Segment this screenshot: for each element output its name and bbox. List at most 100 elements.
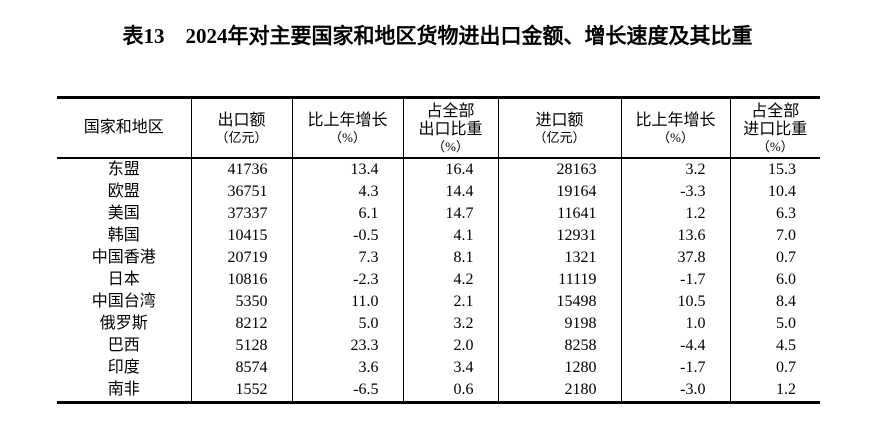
table-head: 国家和地区 出口额 （亿元） 比上年增长 （%） 占全部 出口比重 （%） 进口额 （亿元） 比上年… xyxy=(57,97,820,159)
import_share-cell: 7.0 xyxy=(729,225,820,247)
import_share-cell: 1.2 xyxy=(729,379,820,403)
import_growth-cell: 10.5 xyxy=(620,291,730,313)
column-header-import_share: 占全部 进口比重 （%） xyxy=(729,97,820,158)
import_growth-cell: 1.0 xyxy=(620,313,730,335)
import_growth-cell: -4.4 xyxy=(620,335,730,357)
import_value-cell: 12931 xyxy=(497,225,621,247)
region-cell: 南非 xyxy=(107,381,140,398)
region-cell: 中国台湾 xyxy=(91,293,156,310)
column-header-line: （亿元） xyxy=(533,129,586,145)
export_share-cell: 0.6 xyxy=(402,379,498,403)
table-container: 国家和地区 出口额 （亿元） 比上年增长 （%） 占全部 出口比重 （%） 进口额 （亿元） 比上年… xyxy=(57,96,820,404)
region-cell: 巴西 xyxy=(107,337,140,354)
table-row-东盟: 东盟 41736 13.4 16.4 28163 3.2 15.3 xyxy=(57,158,820,181)
table-title: 表13 2024年对主要国家和地区货物进出口金额、增长速度及其比重 xyxy=(122,24,753,48)
region-cell: 俄罗斯 xyxy=(99,315,148,332)
region-cell: 欧盟 xyxy=(107,183,140,200)
region-cell: 印度 xyxy=(107,359,140,376)
import_share-cell: 15.3 xyxy=(729,158,820,181)
export_growth-cell: 11.0 xyxy=(291,291,403,313)
export_value-cell: 41736 xyxy=(190,158,292,181)
export_share-cell: 3.2 xyxy=(402,313,498,335)
export_value-cell: 20719 xyxy=(190,247,292,269)
region-cell: 中国香港 xyxy=(91,249,156,266)
export_share-cell: 4.2 xyxy=(402,269,498,291)
column-header-line: 占全部 xyxy=(751,102,800,120)
import_value-cell: 2180 xyxy=(497,379,621,403)
table-row-南非: 南非 1552 -6.5 0.6 2180 -3.0 1.2 xyxy=(57,379,820,403)
import_value-cell: 19164 xyxy=(497,181,621,203)
import_growth-cell: 1.2 xyxy=(620,203,730,225)
import_share-cell: 6.3 xyxy=(729,203,820,225)
export_share-cell: 14.7 xyxy=(402,203,498,225)
region-cell: 韩国 xyxy=(107,227,140,244)
column-header-region: 国家和地区 xyxy=(57,98,191,159)
column-header-export_growth: 比上年增长 （%） xyxy=(291,97,403,158)
import_growth-cell: 3.2 xyxy=(620,158,730,181)
export_value-cell: 10415 xyxy=(190,225,292,247)
export_value-cell: 5350 xyxy=(190,291,292,313)
column-header-line: （%） xyxy=(432,138,469,154)
table-row-印度: 印度 8574 3.6 3.4 1280 -1.7 0.7 xyxy=(57,357,820,379)
export_growth-cell: 4.3 xyxy=(291,181,403,203)
import_value-cell: 28163 xyxy=(497,158,621,181)
import_growth-cell: -1.7 xyxy=(620,357,730,379)
import_value-cell: 15498 xyxy=(497,291,621,313)
import_growth-cell: -1.7 xyxy=(620,269,730,291)
table-row-欧盟: 欧盟 36751 4.3 14.4 19164 -3.3 10.4 xyxy=(57,181,820,203)
import_growth-cell: -3.0 xyxy=(620,379,730,403)
export_value-cell: 37337 xyxy=(190,203,292,225)
table-row-韩国: 韩国 10415 -0.5 4.1 12931 13.6 7.0 xyxy=(57,225,820,247)
export_growth-cell: 13.4 xyxy=(291,158,403,181)
column-header-line: 比上年增长 xyxy=(307,111,388,129)
export_share-cell: 14.4 xyxy=(402,181,498,203)
import_share-cell: 4.5 xyxy=(729,335,820,357)
column-header-line: （%） xyxy=(657,129,694,145)
region-cell: 美国 xyxy=(107,205,140,222)
column-header-export_share: 占全部 出口比重 （%） xyxy=(402,97,498,158)
export_growth-cell: 5.0 xyxy=(291,313,403,335)
column-header-line: （%） xyxy=(329,129,366,145)
export_growth-cell: 7.3 xyxy=(291,247,403,269)
export_value-cell: 1552 xyxy=(190,379,292,403)
table-header-row: 国家和地区 出口额 （亿元） 比上年增长 （%） 占全部 出口比重 （%） 进口额 （亿元） 比上年… xyxy=(57,97,820,159)
column-header-line: 进口比重 xyxy=(743,120,808,138)
import_value-cell: 11641 xyxy=(497,203,621,225)
export_value-cell: 36751 xyxy=(190,181,292,203)
table-row-美国: 美国 37337 6.1 14.7 11641 1.2 6.3 xyxy=(57,203,820,225)
export_growth-cell: -6.5 xyxy=(291,379,403,403)
import_share-cell: 6.0 xyxy=(729,269,820,291)
table-row-中国台湾: 中国台湾 5350 11.0 2.1 15498 10.5 8.4 xyxy=(57,291,820,313)
column-header-line: 国家和地区 xyxy=(83,119,164,136)
export_growth-cell: 6.1 xyxy=(291,203,403,225)
table-row-中国香港: 中国香港 20719 7.3 8.1 1321 37.8 0.7 xyxy=(57,247,820,269)
column-header-line: 比上年增长 xyxy=(635,111,716,129)
region-cell: 东盟 xyxy=(107,161,140,178)
import_value-cell: 8258 xyxy=(497,335,621,357)
import_share-cell: 0.7 xyxy=(729,357,820,379)
export_share-cell: 16.4 xyxy=(402,158,498,181)
column-header-line: 出口额 xyxy=(217,111,266,129)
import_share-cell: 10.4 xyxy=(729,181,820,203)
column-header-line: 进口额 xyxy=(535,111,584,129)
import_share-cell: 0.7 xyxy=(729,247,820,269)
column-header-import_value: 进口额 （亿元） xyxy=(497,97,621,158)
export_value-cell: 5128 xyxy=(190,335,292,357)
column-header-import_growth: 比上年增长 （%） xyxy=(620,97,730,158)
table-row-俄罗斯: 俄罗斯 8212 5.0 3.2 9198 1.0 5.0 xyxy=(57,313,820,335)
import_share-cell: 8.4 xyxy=(729,291,820,313)
table-body: 东盟 41736 13.4 16.4 28163 3.2 15.3 欧盟 36751 4.3 14.… xyxy=(57,158,820,403)
import_growth-cell: 13.6 xyxy=(620,225,730,247)
export_growth-cell: 23.3 xyxy=(291,335,403,357)
import_value-cell: 11119 xyxy=(497,269,621,291)
export_share-cell: 3.4 xyxy=(402,357,498,379)
column-header-line: 占全部 xyxy=(426,102,475,120)
import_value-cell: 1321 xyxy=(497,247,621,269)
export_value-cell: 8574 xyxy=(190,357,292,379)
table-row-日本: 日本 10816 -2.3 4.2 11119 -1.7 6.0 xyxy=(57,269,820,291)
column-header-line: （%） xyxy=(756,138,794,154)
export_growth-cell: -0.5 xyxy=(291,225,403,247)
import_growth-cell: 37.8 xyxy=(620,247,730,269)
import_value-cell: 1280 xyxy=(497,357,621,379)
